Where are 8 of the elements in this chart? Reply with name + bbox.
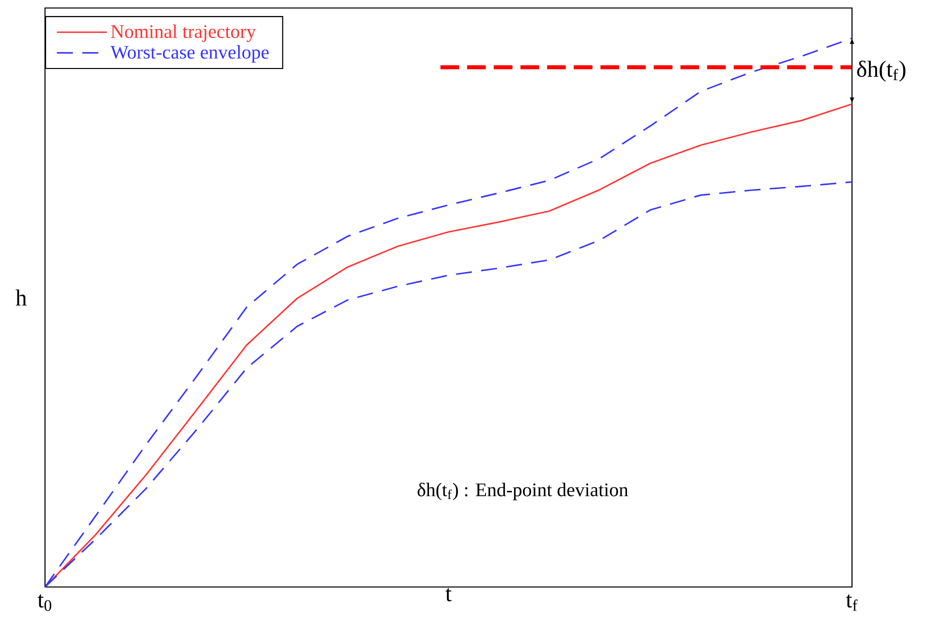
annotation: δh(t$_{f}$) : End-point deviation xyxy=(418,482,628,500)
x-tick-label: t$_{0}$ xyxy=(38,594,52,611)
x-axis-title: t xyxy=(446,588,452,602)
x-tick-label: t$_{f}$ xyxy=(846,594,858,611)
legend-label: Worst-case envelope xyxy=(110,45,269,63)
annotation: δh(t$_{f}$) xyxy=(857,60,906,82)
y-axis-title: h xyxy=(16,289,27,306)
legend-label: Nominal trajectory xyxy=(110,24,256,42)
